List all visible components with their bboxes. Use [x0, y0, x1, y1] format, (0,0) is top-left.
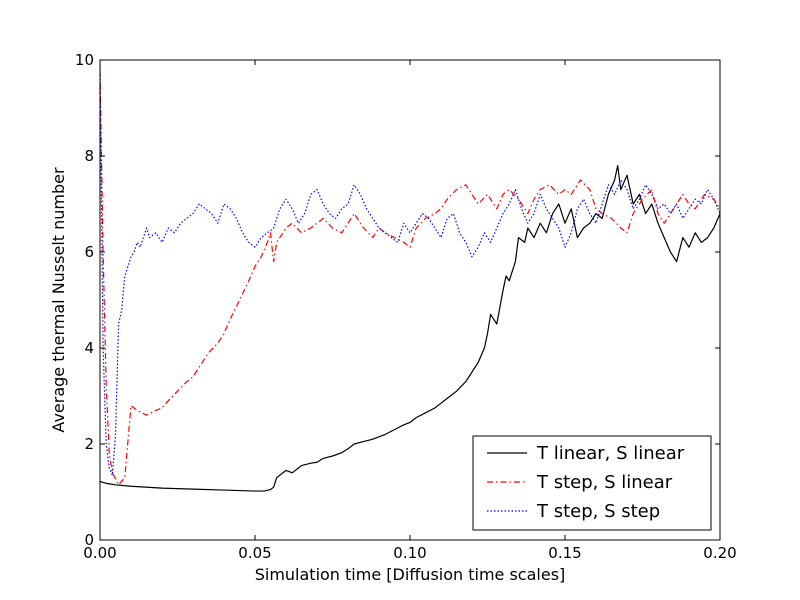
legend-label-2: T step, S linear [536, 472, 673, 493]
legend-label-3: T step, S step [536, 501, 660, 522]
series-line-3 [100, 64, 720, 476]
x-tick-label: 0.00 [83, 544, 116, 562]
legend-entries: T linear, S linear T step, S linear T step… [487, 443, 685, 522]
x-tick-label: 0.05 [238, 544, 271, 562]
x-tick-label: 0.15 [548, 544, 581, 562]
y-tick-label: 2 [84, 435, 94, 453]
y-tick-label: 0 [84, 531, 94, 549]
x-tick-label: 0.10 [393, 544, 426, 562]
series-line-1 [100, 165, 720, 492]
y-tick-label: 10 [75, 51, 94, 69]
legend-label-1: T linear, S linear [536, 443, 685, 464]
x-axis-ticks: 0.00 0.05 0.10 0.15 0.20 [83, 60, 737, 562]
legend-box [472, 435, 712, 531]
legend: T linear, S linear T step, S linear T step… [472, 435, 712, 531]
y-tick-label: 8 [84, 147, 94, 165]
series-layer [100, 64, 720, 492]
y-axis-ticks: 0 2 4 6 8 10 [75, 51, 720, 549]
x-tick-label: 0.20 [703, 544, 736, 562]
y-axis-label: Average thermal Nusselt number [49, 167, 68, 433]
y-tick-label: 4 [84, 339, 94, 357]
y-tick-label: 6 [84, 243, 94, 261]
x-axis-label: Simulation time [Diffusion time scales] [255, 565, 566, 584]
